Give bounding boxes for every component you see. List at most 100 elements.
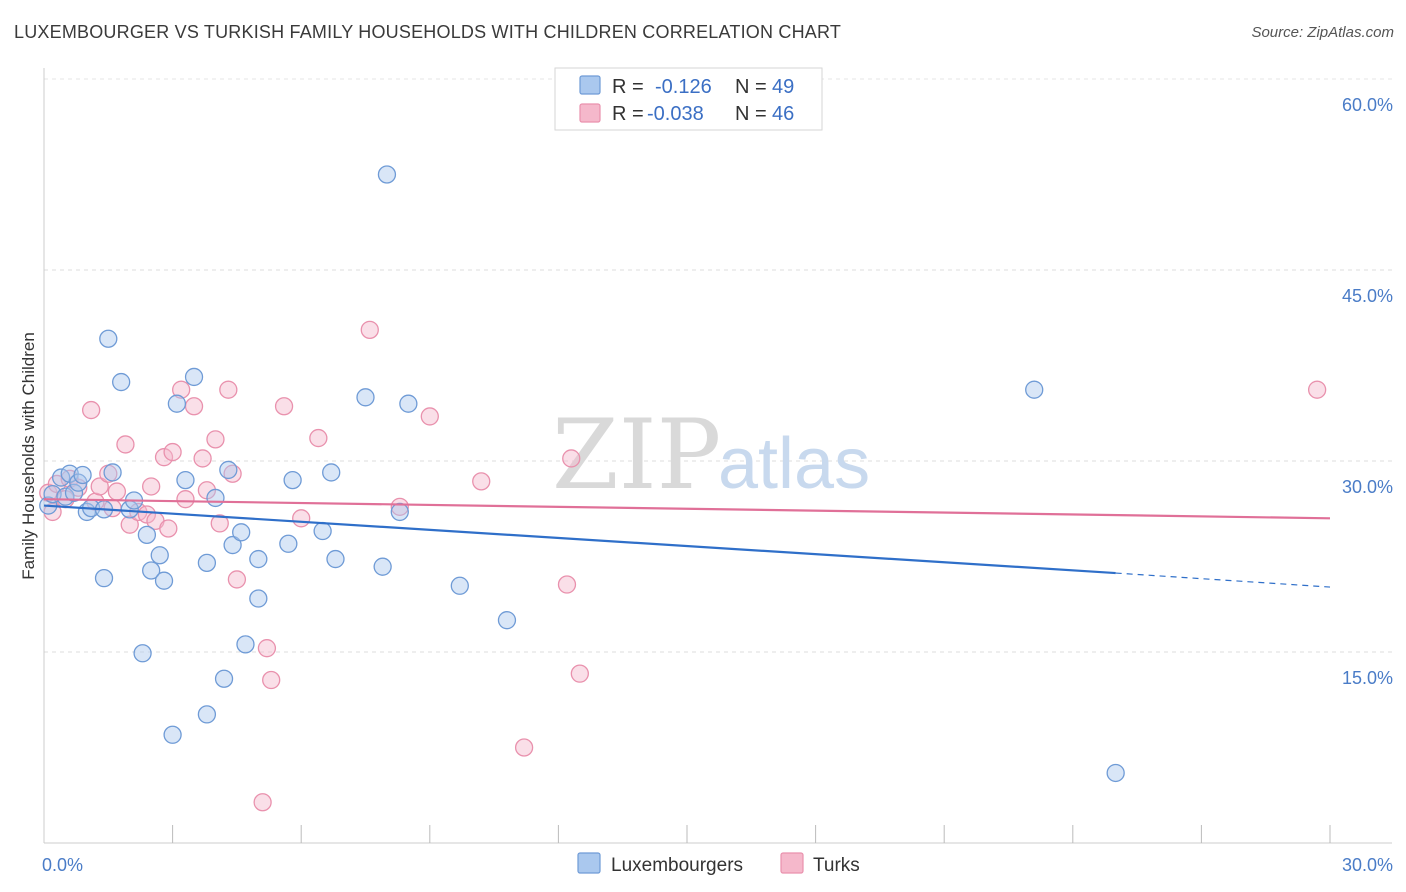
luxembourger-point-31 (223, 535, 242, 555)
turk-point-21 (172, 380, 191, 399)
turk-point-43 (570, 664, 589, 683)
luxembourger-point-14 (94, 568, 114, 588)
luxembourger-point-28 (206, 488, 225, 508)
x-tick-label-0: 0.0% (42, 855, 83, 875)
turk-point-11 (107, 482, 127, 501)
luxembourger-point-49 (1106, 763, 1125, 783)
luxembourger-point-41 (356, 388, 375, 407)
luxembourger-point-48 (1025, 380, 1044, 399)
luxembourger-point-20 (150, 546, 169, 565)
luxembourgers-trend-line (43, 504, 1116, 575)
luxembourgers-trend-extension (1115, 572, 1331, 588)
legend-r-label-2: R = (612, 103, 644, 125)
legend-n-label-2: N = (735, 103, 767, 125)
luxembourger-point-39 (322, 463, 341, 482)
turk-point-28 (219, 380, 238, 399)
turk-point-22 (176, 490, 195, 509)
y-axis-label: Family Households with Children (19, 332, 38, 580)
turk-point-19 (159, 519, 178, 538)
turk-point-20 (163, 442, 182, 462)
series-label-luxembourgers: Luxembourgers (611, 855, 743, 876)
turk-point-27 (210, 514, 229, 533)
turks-points (39, 320, 1327, 812)
luxembourger-point-5 (64, 483, 84, 502)
y-tick-label-1: 30.0% (1342, 477, 1393, 497)
luxembourger-point-12 (112, 372, 131, 392)
luxembourger-point-47 (497, 611, 517, 630)
luxembourger-point-42 (373, 557, 392, 576)
axes (43, 68, 1392, 844)
turk-point-44 (253, 793, 272, 812)
series-label-turks: Turks (813, 855, 860, 876)
luxembourger-point-33 (236, 635, 255, 654)
luxembourger-point-29 (214, 669, 234, 688)
turk-point-6 (82, 400, 101, 420)
luxembourger-point-13 (99, 329, 118, 348)
correlation-legend: R = -0.126 N = 49 R = -0.038 N = 46 (554, 67, 823, 131)
luxembourger-point-27 (197, 705, 217, 724)
x-tick-labels: 0.0% 30.0% (42, 855, 1393, 875)
turk-point-31 (257, 639, 277, 658)
x-tick-label-1: 30.0% (1342, 855, 1393, 875)
luxembourger-point-24 (176, 470, 195, 490)
turk-point-34 (292, 509, 311, 528)
luxembourger-point-21 (154, 571, 174, 590)
luxembourger-point-46 (450, 576, 469, 595)
luxembourger-point-30 (219, 460, 238, 480)
luxembourger-point-25 (184, 367, 204, 387)
legend-n-value-2: 46 (772, 103, 794, 125)
turk-point-18 (154, 448, 174, 467)
luxembourger-point-3 (56, 487, 75, 506)
series-swatch-luxembourgers (577, 852, 601, 874)
turk-point-8 (90, 477, 109, 496)
turk-point-37 (390, 497, 409, 516)
watermark-atlas: atlas (718, 424, 870, 504)
y-tick-label-2: 45.0% (1342, 286, 1393, 306)
legend-n-label-1: N = (735, 76, 767, 98)
legend-swatch-luxembourgers (579, 75, 601, 95)
luxembourger-point-19 (142, 561, 161, 580)
luxembourger-point-40 (326, 549, 345, 569)
turks-trend-line (43, 498, 1331, 520)
luxembourger-point-11 (103, 463, 122, 482)
turk-point-32 (262, 670, 281, 690)
luxembourger-point-36 (279, 534, 298, 553)
luxembourger-point-26 (197, 553, 217, 573)
legend-n-value-1: 49 (772, 76, 794, 98)
turk-point-45 (1307, 380, 1327, 399)
luxembourger-point-23 (167, 394, 187, 413)
luxembourger-point-45 (399, 394, 418, 413)
source-credit: Source: ZipAtlas.com (1251, 24, 1394, 41)
series-swatch-turks (780, 852, 804, 874)
turk-point-12 (116, 435, 135, 454)
y-tick-label-3: 60.0% (1342, 95, 1393, 115)
turk-point-38 (420, 407, 439, 426)
gridlines (44, 78, 1392, 653)
turk-point-24 (193, 449, 212, 468)
luxembourger-point-38 (313, 521, 332, 541)
legend-r-value-1: -0.126 (655, 76, 712, 98)
luxembourger-point-44 (390, 502, 409, 522)
luxembourger-point-2 (51, 468, 71, 487)
y-tick-labels: 15.0% 30.0% 45.0% 60.0% (1342, 95, 1393, 688)
turk-point-42 (562, 449, 581, 468)
luxembourger-point-22 (163, 725, 182, 744)
turk-point-13 (120, 515, 139, 534)
turk-point-26 (206, 430, 225, 449)
turk-point-41 (557, 575, 577, 594)
turk-point-23 (184, 397, 204, 416)
luxembourger-point-35 (249, 549, 268, 569)
luxembourger-point-17 (133, 644, 152, 663)
turk-point-40 (514, 738, 534, 757)
turk-point-33 (274, 397, 294, 416)
turk-point-36 (360, 320, 379, 339)
series-legend: Luxembourgers Turks (577, 852, 860, 876)
luxembourger-point-34 (249, 589, 268, 608)
turk-point-16 (142, 477, 161, 496)
turk-point-30 (227, 570, 247, 589)
turk-point-39 (472, 472, 491, 491)
trend-lines (43, 498, 1331, 588)
watermark-zip: ZIP (552, 399, 721, 511)
luxembourger-point-7 (73, 465, 92, 485)
